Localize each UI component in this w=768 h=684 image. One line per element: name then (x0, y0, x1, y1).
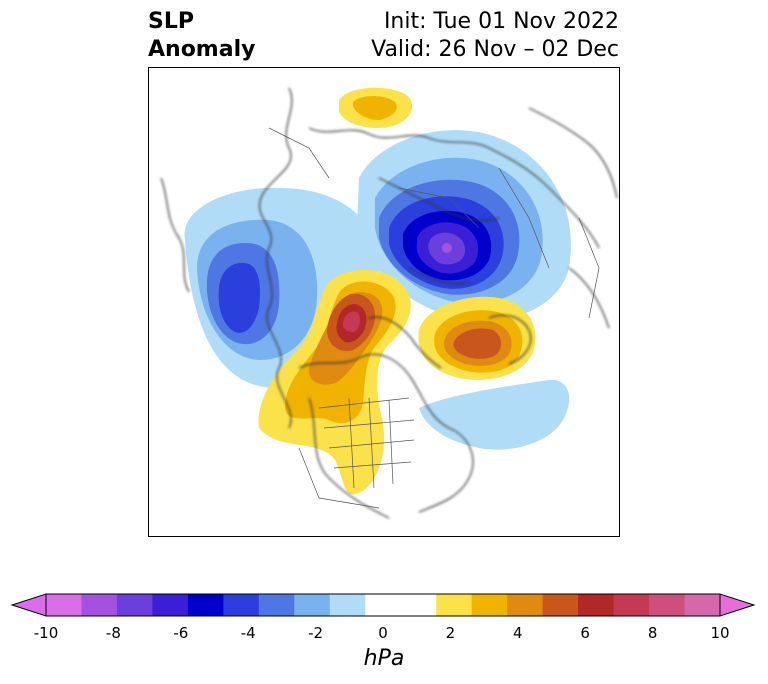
greenland-high-anomaly (418, 296, 536, 380)
colorbar-bin (542, 594, 579, 616)
colorbar-bin (365, 594, 402, 616)
colorbar-tick-label: 10 (710, 624, 730, 642)
colorbar-bin (116, 594, 153, 616)
colorbar-bin (152, 594, 189, 616)
title-line-2: Anomaly (148, 37, 256, 62)
colorbar-bin (507, 594, 544, 616)
colorbar-bin (649, 594, 686, 616)
colorbar-bin (46, 594, 82, 616)
map-panel (148, 67, 620, 537)
colorbar-tick-label: 4 (513, 624, 523, 642)
colorbar-high-extend (719, 593, 756, 617)
slp-anomaly-map (160, 87, 618, 519)
colorbar-bin (471, 594, 508, 616)
colorbar (10, 593, 756, 617)
colorbar-tick-label: -10 (33, 624, 59, 642)
colorbar-tick-label: -6 (173, 624, 189, 642)
init-date: Init: Tue 01 Nov 2022 (383, 9, 619, 34)
colorbar-bin (294, 594, 331, 616)
europe-high-anomaly (339, 87, 413, 129)
valid-range: Valid: 26 Nov – 02 Dec (371, 37, 619, 62)
colorbar-tick-label: 6 (580, 624, 590, 642)
coastlines (160, 87, 618, 519)
colorbar-bin (400, 594, 437, 616)
map-title: SLP Anomaly (148, 8, 255, 64)
colorbar-tick-label: 8 (647, 624, 658, 642)
colorbar-border (45, 593, 721, 617)
colorbar-bin (436, 594, 473, 616)
colorbar-bin (187, 594, 224, 616)
colorbar-bin (578, 594, 615, 616)
country-borders (268, 127, 600, 509)
colorbar-tick-label: -8 (105, 624, 121, 642)
title-line-1: SLP (148, 9, 194, 34)
canada-high-anomaly (258, 269, 411, 495)
atlantic-low-anomaly (419, 379, 570, 450)
colorbar-tick-label: -2 (308, 624, 324, 642)
colorbar-tick-label: -4 (240, 624, 256, 642)
colorbar-bin (613, 594, 650, 616)
colorbar-bin (223, 594, 260, 616)
colorbar-unit: hPa (363, 646, 405, 671)
colorbar-tick-label: 2 (445, 624, 456, 642)
pacific-low-anomaly (184, 187, 380, 389)
colorbar-bin (684, 594, 721, 616)
date-info: Init: Tue 01 Nov 2022 Valid: 26 Nov – 02… (371, 8, 619, 64)
colorbar-bin (81, 594, 118, 616)
colorbar-tick-label: 0 (378, 624, 388, 642)
colorbar-low-extend (10, 593, 47, 617)
colorbar-bin (258, 594, 295, 616)
colorbar-bin (329, 594, 366, 616)
